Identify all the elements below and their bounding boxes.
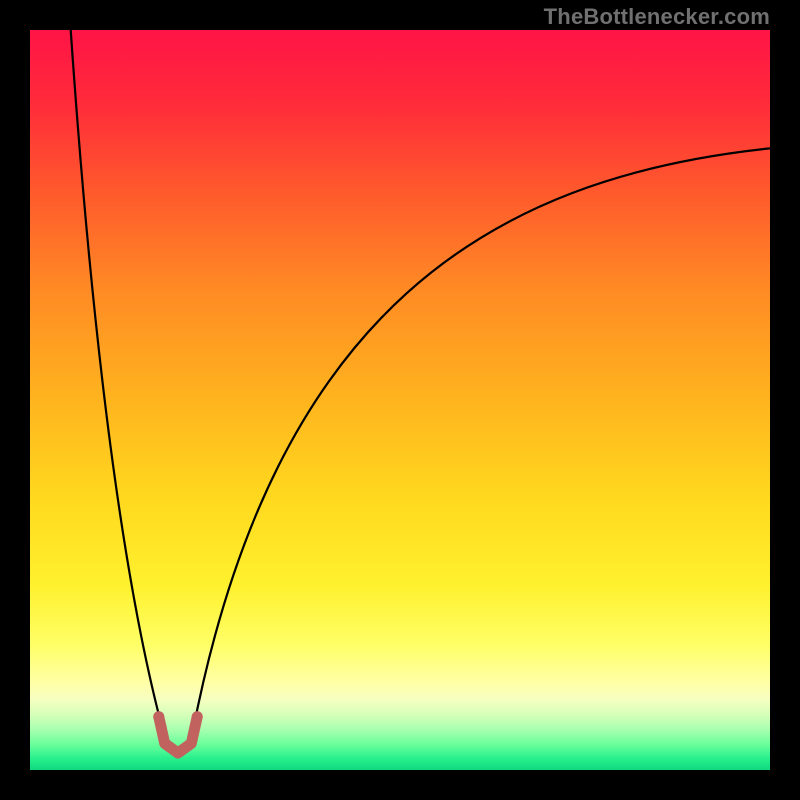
stage: TheBottlenecker.com xyxy=(0,0,800,800)
chart-canvas xyxy=(0,0,800,800)
trough-marker-endcap-right xyxy=(192,711,203,722)
watermark-text: TheBottlenecker.com xyxy=(544,4,770,30)
plot-background xyxy=(30,30,770,770)
trough-marker-endcap-left xyxy=(153,711,164,722)
